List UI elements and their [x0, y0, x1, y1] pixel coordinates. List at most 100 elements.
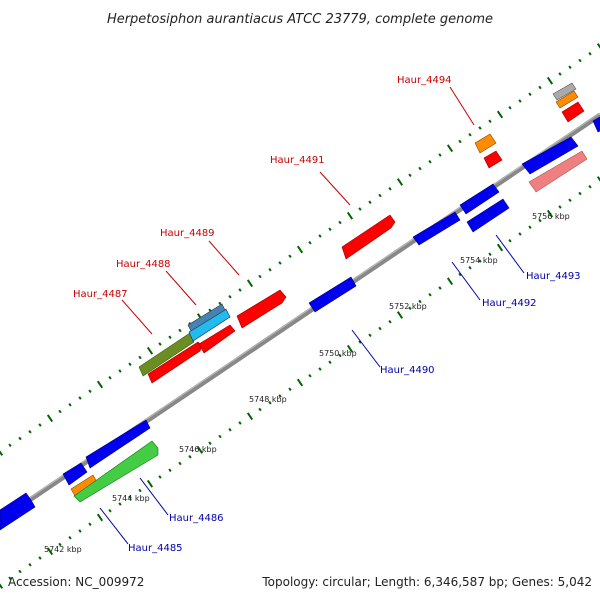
gene-label-haur-4486[interactable]: Haur_4486: [169, 513, 224, 524]
scale-label: 5750 kbp: [319, 349, 357, 358]
gene-arrow-haur-4493-a[interactable]: [459, 183, 500, 215]
gene-arrow-haur-4485-blue[interactable]: [0, 492, 36, 531]
scale-tick: [346, 211, 354, 220]
gene-labels: Haur_4487 Haur_4488 Haur_4489 Haur_4491 Haur…: [73, 75, 581, 554]
gene-label-haur-4489[interactable]: Haur_4489: [160, 228, 215, 239]
gene-arrow-forward-left[interactable]: [85, 419, 151, 469]
scale-tick: [596, 176, 600, 182]
gene-label-haur-4493[interactable]: Haur_4493: [526, 271, 581, 282]
gene-arrow-haur-4494-red[interactable]: [483, 150, 503, 169]
scale-tick: [346, 344, 354, 353]
gene-arrow-haur-4489-a[interactable]: [198, 324, 236, 354]
scale-tick: [528, 92, 532, 97]
gene-label-haur-4494[interactable]: Haur_4494: [397, 75, 452, 86]
scale-tick: [68, 535, 72, 540]
scale-tick: [458, 272, 462, 277]
scale-tick: [588, 184, 592, 189]
scale-ticks: [0, 43, 600, 589]
gene-arrow-blue-right[interactable]: [521, 136, 579, 175]
scale-tick: [388, 319, 392, 324]
scale-tick: [178, 328, 182, 333]
gene-arrow-haur-4490[interactable]: [308, 276, 357, 313]
scale-tick: [278, 261, 282, 265]
scale-tick: [518, 232, 522, 236]
scale-tick: [58, 542, 62, 547]
scale-tick: [396, 311, 404, 319]
gene-arrow-orange-right[interactable]: [555, 90, 579, 109]
gene-arrow-haur-4492[interactable]: [412, 211, 461, 246]
scale-tick: [138, 488, 142, 493]
genome-summary-text: Topology: circular; Length: 6,346,587 bp…: [261, 575, 592, 589]
scale-tick: [578, 191, 582, 196]
scale-tick: [96, 380, 104, 389]
scale-tick: [328, 227, 332, 232]
scale-tick: [138, 355, 142, 360]
scale-tick: [246, 412, 254, 421]
scale-tick: [388, 186, 392, 191]
scale-tick: [38, 556, 42, 560]
gene-label-haur-4485[interactable]: Haur_4485: [128, 543, 183, 554]
gene-arrow-haur-4486-green[interactable]: [73, 440, 159, 503]
gene-arrow-right-edge[interactable]: [592, 116, 600, 133]
scale-tick: [128, 495, 132, 500]
scale-tick: [278, 394, 282, 398]
gene-arrow-haur-4488-steel[interactable]: [187, 303, 226, 332]
gene-label-haur-4492[interactable]: Haur_4492: [482, 298, 537, 309]
gene-arrow-haur-4494-orange[interactable]: [474, 133, 497, 154]
scale-tick: [28, 429, 32, 434]
scale-tick: [238, 421, 242, 425]
gene-label-haur-4491[interactable]: Haur_4491: [270, 155, 325, 166]
scale-tick: [468, 265, 472, 270]
scale-tick: [8, 443, 12, 448]
scale-tick: [296, 245, 304, 254]
scale-tick: [88, 522, 92, 527]
gene-label-haur-4487[interactable]: Haur_4487: [73, 289, 128, 300]
scale-tick: [458, 139, 462, 144]
gene-arrow-haur-4489-b[interactable]: [236, 289, 287, 329]
scale-tick: [218, 301, 222, 306]
map-title: Herpetosiphon aurantiacus ATCC 23779, co…: [107, 12, 493, 27]
scale-tick: [58, 409, 62, 414]
scale-tick: [308, 240, 312, 245]
scale-tick: [418, 299, 422, 304]
gene-arrow-haur-4491[interactable]: [341, 214, 396, 260]
scale-tick: [68, 402, 72, 407]
scale-tick: [446, 144, 454, 153]
scale-tick: [378, 193, 382, 198]
scale-tick: [268, 267, 272, 272]
scale-tick: [418, 166, 422, 171]
scale-tick: [438, 286, 442, 290]
scale-tick: [108, 508, 112, 513]
scale-tick: [328, 360, 332, 365]
gene-arrow-grey[interactable]: [552, 82, 577, 101]
scale-label: 5744 kbp: [112, 494, 150, 503]
reverse-strand-genes: [0, 116, 600, 531]
scale-tick: [18, 569, 22, 574]
scale-tick: [578, 58, 582, 63]
gene-label-haur-4488[interactable]: Haur_4488: [116, 259, 171, 270]
gene-arrow-haur-4493-b[interactable]: [466, 198, 510, 233]
scale-tick: [538, 85, 542, 90]
scale-tick: [96, 513, 104, 522]
scale-tick: [396, 178, 404, 186]
gene-arrow-olive[interactable]: [138, 332, 195, 377]
gene-arrow-pink-right[interactable]: [528, 150, 588, 193]
scale-tick: [568, 198, 572, 203]
scale-tick: [478, 126, 482, 130]
scale-tick: [338, 353, 342, 358]
scale-tick: [196, 446, 204, 454]
scale-tick: [128, 362, 132, 367]
gene-arrow-haur-4487[interactable]: [147, 341, 203, 384]
scale-tick: [528, 225, 532, 230]
gene-arrow-red-right[interactable]: [561, 101, 585, 123]
scale-tick: [168, 335, 172, 340]
scale-tick: [258, 407, 262, 412]
gene-arrow-haur-4485-small[interactable]: [62, 462, 88, 486]
scale-tick: [588, 51, 592, 56]
gene-label-haur-4490[interactable]: Haur_4490: [380, 365, 435, 376]
scale-tick: [558, 205, 562, 209]
scale-tick: [158, 342, 162, 346]
scale-tick: [228, 294, 232, 299]
scale-tick: [78, 396, 82, 400]
scale-tick: [238, 288, 242, 292]
